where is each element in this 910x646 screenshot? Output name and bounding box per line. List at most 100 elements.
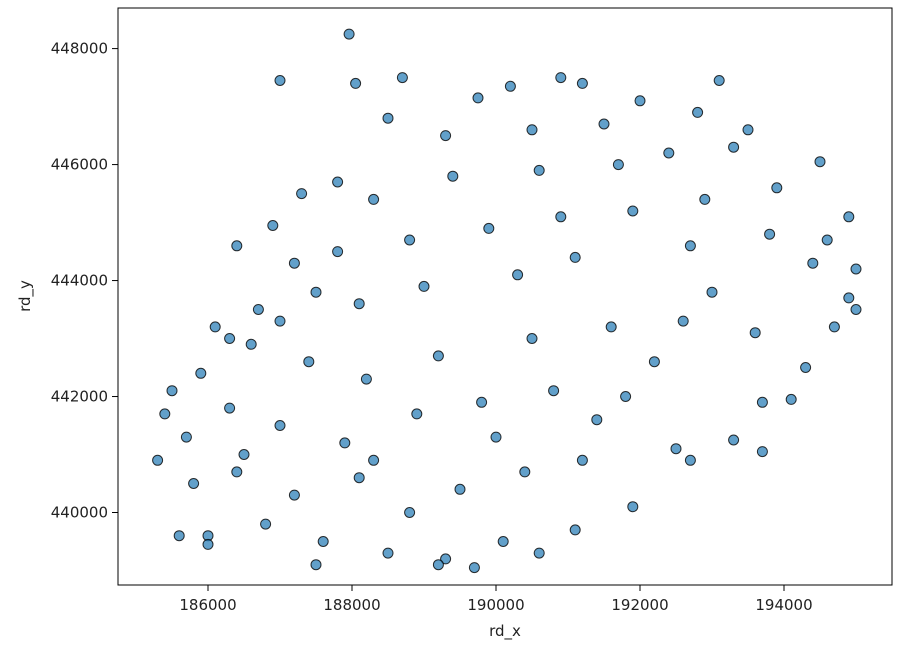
- scatter-point: [670, 443, 682, 455]
- scatter-point: [303, 356, 315, 368]
- scatter-point: [288, 257, 300, 269]
- x-tick-label: 188000: [323, 596, 380, 614]
- scatter-point: [504, 80, 516, 92]
- scatter-point: [490, 431, 502, 443]
- y-axis-label: rd_y: [16, 280, 35, 312]
- scatter-point: [360, 373, 372, 385]
- scatter-point: [771, 182, 783, 194]
- y-axis-ticks: 440000 442000 444000 446000 448000: [51, 40, 118, 522]
- scatter-points: [152, 28, 862, 574]
- scatter-point: [699, 193, 711, 205]
- scatter-point: [245, 338, 257, 350]
- scatter-point: [195, 367, 207, 379]
- scatter-point: [339, 437, 351, 449]
- scatter-point: [612, 159, 624, 171]
- x-tick-label: 192000: [611, 596, 668, 614]
- scatter-point: [382, 112, 394, 124]
- scatter-point: [764, 228, 776, 240]
- scatter-point: [576, 77, 588, 89]
- scatter-point: [440, 553, 452, 565]
- scatter-point: [756, 396, 768, 408]
- scatter-point: [605, 321, 617, 333]
- scatter-point: [555, 211, 567, 223]
- x-axis-ticks: 186000 188000 190000 192000 194000: [179, 585, 813, 614]
- scatter-point: [188, 478, 200, 489]
- scatter-point: [843, 211, 855, 223]
- x-tick-label: 190000: [467, 596, 524, 614]
- scatter-point: [267, 220, 279, 231]
- scatter-point: [432, 350, 444, 362]
- y-tick-label: 442000: [51, 388, 108, 406]
- scatter-point: [418, 280, 430, 292]
- scatter-point: [533, 547, 545, 559]
- scatter-point: [677, 315, 689, 327]
- scatter-point: [555, 72, 567, 84]
- scatter-point: [569, 524, 581, 536]
- scatter-point: [620, 391, 632, 402]
- scatter-point: [252, 304, 264, 315]
- scatter-point: [173, 530, 185, 542]
- scatter-point: [296, 188, 308, 200]
- scatter-point: [209, 321, 221, 333]
- scatter-point: [828, 321, 840, 333]
- scatter-point: [850, 304, 862, 315]
- scatter-point: [526, 333, 538, 344]
- scatter-point: [800, 362, 812, 373]
- scatter-point: [713, 75, 725, 86]
- scatter-point: [350, 77, 362, 89]
- scatter-point: [742, 124, 754, 136]
- x-tick-label: 194000: [755, 596, 812, 614]
- scatter-point: [152, 454, 164, 466]
- scatter-point: [749, 327, 761, 339]
- scatter-point: [756, 446, 768, 458]
- scatter-point: [159, 408, 171, 420]
- scatter-point: [526, 124, 538, 136]
- scatter-point: [692, 106, 704, 118]
- scatter-point: [238, 449, 250, 460]
- scatter-point: [382, 547, 394, 559]
- y-tick-label: 444000: [51, 272, 108, 290]
- scatter-point: [343, 28, 355, 40]
- y-tick-label: 440000: [51, 504, 108, 522]
- y-tick-label: 448000: [51, 40, 108, 58]
- scatter-point: [850, 263, 862, 275]
- scatter-point: [231, 240, 243, 252]
- scatter-point: [288, 489, 300, 501]
- scatter-point: [706, 286, 718, 298]
- scatter-point: [519, 466, 531, 478]
- scatter-point: [440, 130, 452, 142]
- scatter-point: [684, 454, 696, 466]
- scatter-point: [634, 95, 646, 107]
- scatter-point: [814, 156, 826, 168]
- scatter-point: [807, 257, 819, 269]
- y-tick-label: 446000: [51, 156, 108, 174]
- scatter-point: [404, 507, 416, 518]
- scatter-point: [260, 518, 272, 530]
- scatter-point: [310, 559, 322, 571]
- scatter-point: [166, 385, 178, 397]
- scatter-point: [274, 315, 286, 327]
- scatter-point: [728, 434, 740, 446]
- scatter-point: [663, 147, 675, 159]
- scatter-point: [476, 396, 488, 408]
- scatter-point: [684, 240, 696, 252]
- scatter-point: [472, 92, 484, 104]
- scatter-point: [627, 501, 639, 513]
- x-tick-label: 186000: [179, 596, 236, 614]
- scatter-point: [512, 269, 524, 281]
- scatter-point: [368, 193, 380, 205]
- scatter-point: [332, 176, 344, 188]
- scatter-point: [274, 420, 286, 431]
- scatter-point: [224, 333, 236, 344]
- scatter-point: [317, 536, 329, 547]
- scatter-point: [368, 454, 380, 466]
- scatter-point: [533, 164, 545, 176]
- scatter-point: [202, 538, 214, 550]
- scatter-point: [648, 356, 660, 368]
- scatter-point: [332, 246, 344, 258]
- scatter-point: [468, 562, 480, 574]
- scatter-point: [576, 454, 588, 466]
- scatter-point: [447, 170, 459, 182]
